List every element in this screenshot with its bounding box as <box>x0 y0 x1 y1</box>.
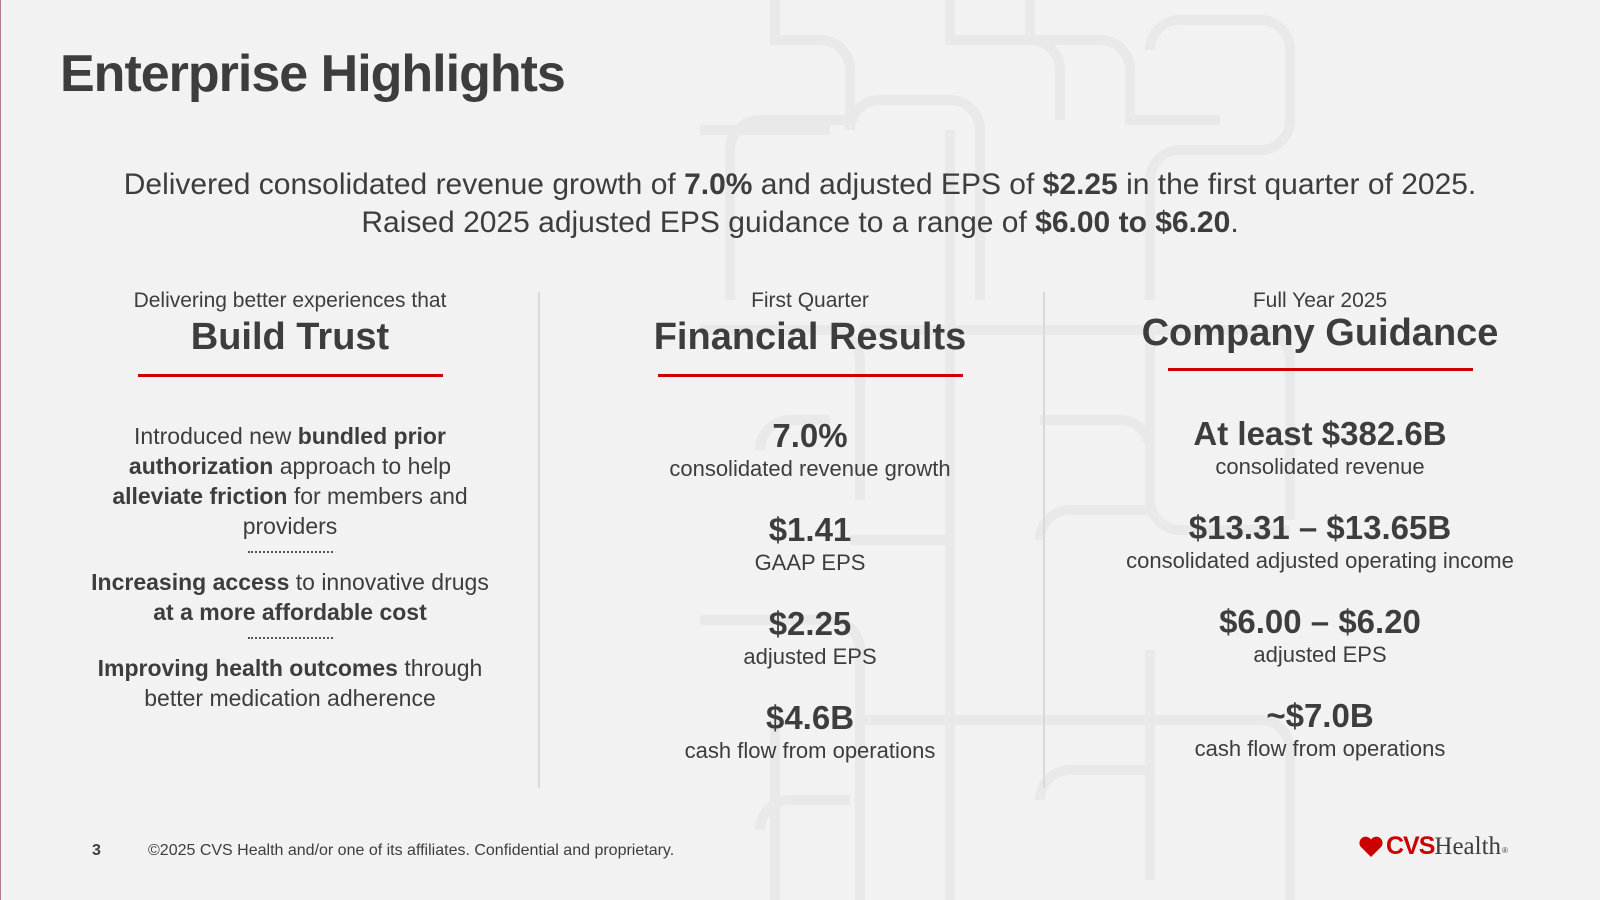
metric-item: ~$7.0B cash flow from operations <box>1080 697 1560 763</box>
summary-text: in the first quarter of 2025. <box>1117 168 1477 201</box>
metric-label: cash flow from operations <box>1194 736 1446 761</box>
column-kicker: Delivering better experiences that <box>133 289 447 312</box>
bullet-text: to innovative drugs <box>289 569 489 595</box>
metric-item: $13.31 – $13.65B consolidated adjusted o… <box>1080 509 1560 575</box>
metric-item: $4.6B cash flow from operations <box>560 699 1060 765</box>
financial-results-column: First Quarter Financial Results 7.0% con… <box>560 288 1060 793</box>
dotted-separator <box>247 551 333 553</box>
page-number: 3 <box>92 842 101 859</box>
metric-label: consolidated adjusted operating income <box>1126 548 1514 573</box>
metric-label: consolidated revenue growth <box>669 456 951 481</box>
column-divider <box>538 292 540 788</box>
summary-highlight-adjusted-eps: $2.25 <box>1042 168 1118 201</box>
column-heading: Company Guidance <box>1141 312 1499 354</box>
summary-text: . <box>1230 206 1239 239</box>
metric-item: $1.41 GAAP EPS <box>560 511 1060 577</box>
metric-value: $1.41 <box>768 511 852 548</box>
summary-highlight-guidance: $6.00 to $6.20 <box>1035 206 1231 239</box>
metric-value: $6.00 – $6.20 <box>1219 603 1421 640</box>
red-underline <box>137 374 443 377</box>
metric-item: 7.0% consolidated revenue growth <box>560 417 1060 483</box>
metric-value: $2.25 <box>768 605 852 642</box>
trust-item-access: Increasing access to innovative drugs at… <box>90 567 490 627</box>
bullet-text: approach to help <box>273 453 452 479</box>
summary-text: Delivered consolidated revenue growth of <box>123 168 685 201</box>
trust-item-prior-authorization: Introduced new bundled prior authorizati… <box>90 421 490 541</box>
registered-mark: ® <box>1502 846 1508 855</box>
metric-item: $6.00 – $6.20 adjusted EPS <box>1080 603 1560 669</box>
logo-suffix: Health <box>1434 832 1502 860</box>
metric-item: $2.25 adjusted EPS <box>560 605 1060 671</box>
bullet-emphasis: alleviate friction <box>112 483 288 509</box>
dotted-separator <box>247 637 333 639</box>
metric-label: adjusted EPS <box>743 644 877 669</box>
logo-brand: CVS <box>1386 832 1435 860</box>
page-title: Enterprise Highlights <box>60 45 566 103</box>
summary-text: Raised 2025 adjusted EPS guidance to a r… <box>361 206 1036 239</box>
red-underline <box>1167 368 1473 371</box>
metric-value: ~$7.0B <box>1266 697 1374 734</box>
heart-icon <box>1359 836 1383 857</box>
bullet-text: Introduced new <box>134 423 298 449</box>
column-heading: Financial Results <box>653 316 967 358</box>
company-guidance-column: Full Year 2025 Company Guidance At least… <box>1080 288 1560 791</box>
column-heading: Build Trust <box>190 316 390 358</box>
metric-label: cash flow from operations <box>684 738 936 763</box>
metric-label: adjusted EPS <box>1253 642 1387 667</box>
red-underline <box>657 374 963 377</box>
metric-value: At least $382.6B <box>1193 415 1447 452</box>
summary-text: and adjusted EPS of <box>752 168 1043 201</box>
column-kicker: Full Year 2025 <box>1252 289 1388 312</box>
bullet-emphasis: at a more affordable cost <box>153 599 427 625</box>
metric-item: At least $382.6B consolidated revenue <box>1080 415 1560 481</box>
bullet-emphasis: Improving health outcomes <box>97 655 398 681</box>
guidance-metrics: At least $382.6B consolidated revenue $1… <box>1080 415 1560 763</box>
column-kicker: First Quarter <box>751 289 869 312</box>
cvs-health-logo: CVS Health ® <box>1358 832 1508 861</box>
metric-value: $4.6B <box>765 699 855 736</box>
summary-line-1: Delivered consolidated revenue growth of… <box>0 166 1600 204</box>
results-metrics: 7.0% consolidated revenue growth $1.41 G… <box>560 417 1060 765</box>
slide-edge <box>0 0 1 900</box>
trust-item-health-outcomes: Improving health outcomes through better… <box>90 653 490 713</box>
bullet-emphasis: Increasing access <box>91 569 290 595</box>
bullet-emphasis: bundled prior authorization <box>128 423 446 479</box>
column-divider <box>1043 292 1045 788</box>
bullet-text: through better medication adherence <box>144 655 483 711</box>
bullet-text: for members and providers <box>242 483 468 539</box>
build-trust-column: Delivering better experiences that Build… <box>90 288 490 713</box>
summary-highlight-revenue-growth: 7.0% <box>684 168 753 201</box>
metric-value: $13.31 – $13.65B <box>1188 509 1452 546</box>
metric-value: 7.0% <box>772 417 848 454</box>
metric-label: GAAP EPS <box>754 550 866 575</box>
copyright-notice: ©2025 CVS Health and/or one of its affil… <box>148 842 675 859</box>
metric-label: consolidated revenue <box>1215 454 1425 479</box>
trust-bullets: Introduced new bundled prior authorizati… <box>90 421 490 713</box>
summary-line-2: Raised 2025 adjusted EPS guidance to a r… <box>0 204 1600 242</box>
summary-statement: Delivered consolidated revenue growth of… <box>0 166 1600 242</box>
